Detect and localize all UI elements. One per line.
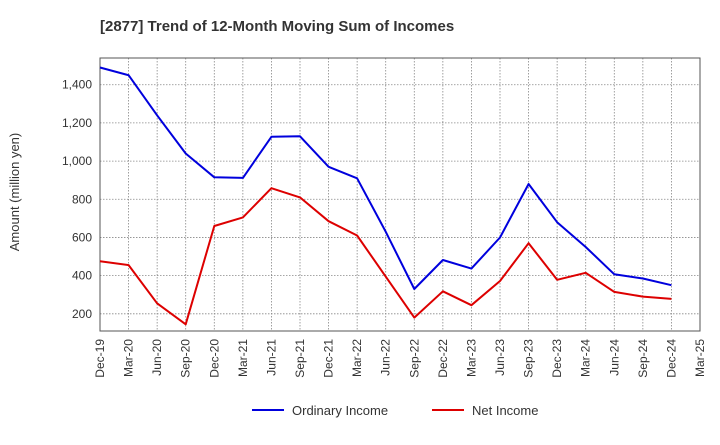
x-tick-label: Mar-25 [693, 339, 707, 377]
x-tick-label: Jun-21 [264, 339, 278, 376]
y-tick-label: 200 [72, 307, 92, 321]
x-tick-label: Jun-20 [150, 339, 164, 376]
y-axis-label: Amount (million yen) [7, 133, 22, 252]
x-tick-label: Mar-22 [350, 339, 364, 377]
legend: Ordinary Income Net Income [252, 403, 538, 418]
x-tick-label: Dec-22 [436, 339, 450, 378]
chart-title: [2877] Trend of 12-Month Moving Sum of I… [100, 18, 454, 35]
x-tick-label: Dec-21 [322, 339, 336, 378]
y-tick-label: 800 [72, 192, 92, 206]
x-tick-label: Jun-23 [493, 339, 507, 376]
x-tick-label: Mar-24 [579, 339, 593, 377]
y-tick-label: 1,200 [62, 116, 92, 130]
x-tick-label: Dec-24 [664, 339, 678, 378]
x-tick-label: Sep-23 [522, 339, 536, 378]
y-tick-label: 600 [72, 230, 92, 244]
x-tick-label: Jun-24 [607, 339, 621, 376]
x-tick-label: Mar-21 [236, 339, 250, 377]
x-tick-label: Sep-20 [179, 339, 193, 378]
x-tick-label: Sep-22 [407, 339, 421, 378]
y-tick-label: 400 [72, 269, 92, 283]
net-income-line [99, 187, 672, 326]
plot-border [99, 57, 701, 332]
x-tick-label: Dec-20 [207, 339, 221, 378]
x-tick-label: Dec-23 [550, 339, 564, 378]
x-tick-label: Sep-24 [636, 339, 650, 378]
x-tick-label: Mar-23 [464, 339, 478, 377]
x-tick-label: Mar-20 [122, 339, 136, 377]
ordinary-income-line [99, 66, 672, 290]
plot-background [100, 58, 700, 331]
legend-label-ordinary-income: Ordinary Income [292, 403, 388, 418]
plot-area: 200 400 600 800 1,000 1,200 1,400 Dec-19 Mar-20 J… [62, 57, 707, 378]
x-tick-label: Dec-19 [93, 339, 107, 378]
x-tick-label: Sep-21 [293, 339, 307, 378]
legend-label-net-income: Net Income [472, 403, 538, 418]
x-tick-label: Jun-22 [379, 339, 393, 376]
y-tick-label: 1,400 [62, 78, 92, 92]
y-tick-label: 1,000 [62, 154, 92, 168]
